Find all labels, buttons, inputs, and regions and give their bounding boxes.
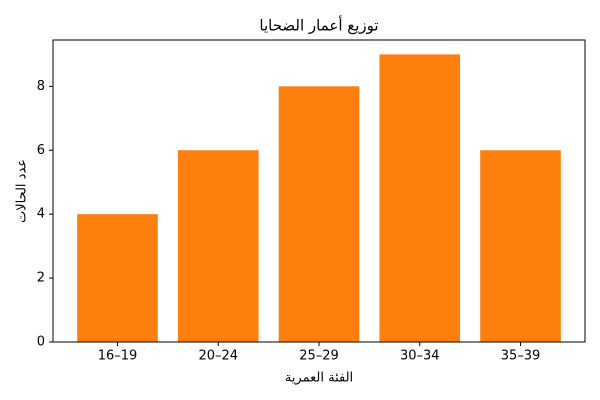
bar xyxy=(177,150,259,342)
x-axis-label: الفئة العمرية xyxy=(285,371,353,386)
bar xyxy=(77,214,158,342)
y-tick-label: 2 xyxy=(37,271,45,286)
y-tick-label: 4 xyxy=(37,207,45,222)
y-tick-label: 0 xyxy=(37,335,45,350)
bar xyxy=(379,54,461,342)
chart-title: توزيع أعمار الضحايا xyxy=(259,16,378,35)
plot-frame xyxy=(52,39,586,343)
y-tick-label: 6 xyxy=(37,143,45,158)
x-tick-label: 16–19 xyxy=(98,349,138,364)
x-tick-label: 20–24 xyxy=(198,349,238,364)
bar xyxy=(480,150,561,342)
x-tick-label: 25–29 xyxy=(299,349,339,364)
y-axis-label: عدد الحالات xyxy=(15,159,30,223)
bar xyxy=(278,86,360,342)
y-tick-label: 8 xyxy=(37,79,45,94)
x-tick-label: 30–34 xyxy=(400,349,440,364)
x-tick-label: 35–39 xyxy=(501,349,541,364)
